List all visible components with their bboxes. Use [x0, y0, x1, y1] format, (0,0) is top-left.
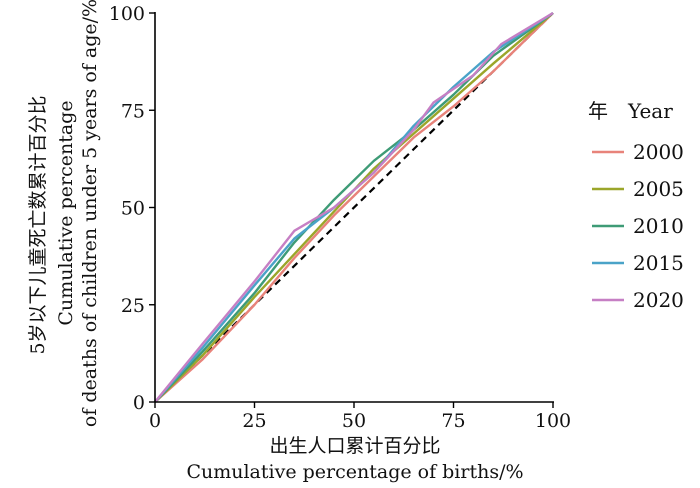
- y-tick-label: 50: [121, 198, 145, 220]
- y-tick-label: 0: [133, 392, 145, 414]
- y-tick-label: 75: [121, 100, 145, 122]
- equality-reference-line: [154, 12, 554, 403]
- legend: 年 Year 2000 2005 2010 2015 2020: [588, 99, 684, 312]
- legend-items: 2000 2005 2010 2015 2020: [592, 140, 684, 312]
- x-axis-label-en: Cumulative percentage of births/%: [186, 461, 523, 483]
- y-tick-label: 25: [121, 295, 145, 317]
- legend-label-2010: 2010: [633, 214, 684, 238]
- legend-label-2015: 2015: [633, 251, 684, 275]
- legend-label-2000: 2000: [633, 140, 684, 164]
- x-tick-label: 75: [441, 410, 465, 432]
- legend-label-2005: 2005: [633, 177, 684, 201]
- x-tick-label: 50: [342, 410, 366, 432]
- y-tick-label: 100: [109, 3, 145, 25]
- legend-title-en: Year: [627, 99, 673, 123]
- legend-title-zh: 年: [588, 99, 608, 123]
- y-axis-label-en-line2: of deaths of children under 5 years of a…: [79, 0, 101, 427]
- legend-label-2020: 2020: [633, 288, 684, 312]
- x-tick-label: 25: [242, 410, 266, 432]
- plot-area: [154, 11, 554, 403]
- x-tick-label: 100: [535, 410, 571, 432]
- series-line-2000: [154, 12, 554, 403]
- series-line-2020: [154, 11, 554, 403]
- x-tick-label: 0: [149, 410, 161, 432]
- y-axis-label-zh: 5岁以下儿童死亡数累计百分比: [27, 95, 49, 354]
- ticks: 0 25 50 75 100 0 25 50 75 100: [109, 3, 571, 432]
- y-axis-label-en-line1: Cumulative percentage: [55, 100, 77, 325]
- x-axis-label-zh: 出生人口累计百分比: [269, 435, 440, 457]
